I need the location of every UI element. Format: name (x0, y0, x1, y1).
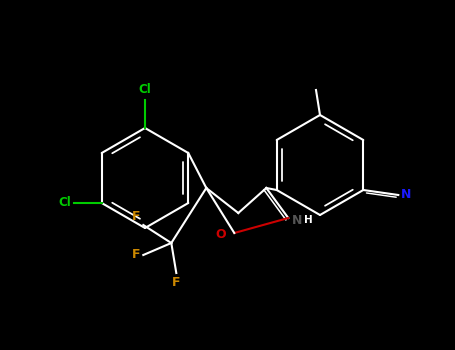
Text: F: F (132, 210, 140, 223)
Text: N: N (401, 188, 412, 201)
Text: Cl: Cl (58, 196, 71, 210)
Text: N: N (292, 214, 303, 226)
Text: Cl: Cl (139, 83, 152, 96)
Text: F: F (132, 248, 140, 261)
Text: O: O (216, 229, 226, 241)
Text: H: H (304, 215, 313, 225)
Text: F: F (172, 276, 181, 289)
